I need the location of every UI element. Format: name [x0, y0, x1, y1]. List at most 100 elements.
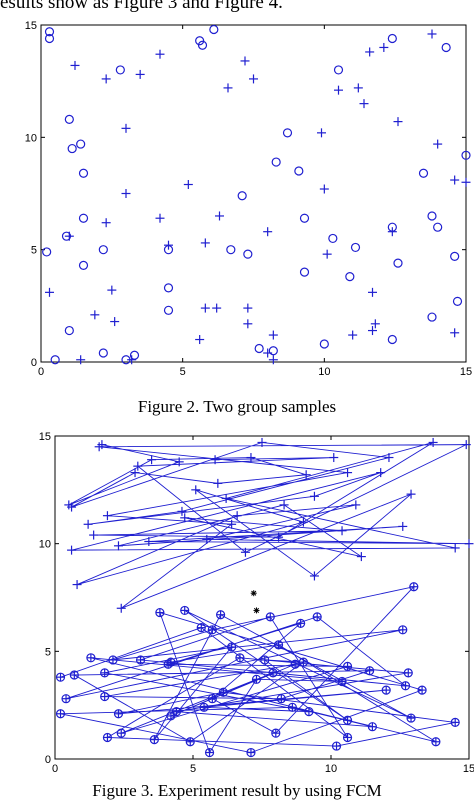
fig2-y-tick-label: 0 [31, 357, 37, 369]
fig2-circle-point [209, 24, 219, 35]
fig3-circle-plus-point [69, 670, 79, 680]
fig3-circle-plus-point [199, 702, 209, 712]
header-text-fragment: esults show as Figure 3 and Figure 4. [0, 0, 283, 13]
fig2-circle-point [115, 65, 125, 75]
fig2-plus-point [240, 56, 250, 66]
fig3-circle-plus-point [166, 711, 176, 721]
fig2-plus-point [135, 69, 145, 79]
fig2-circle-point [350, 242, 361, 253]
fig3-circle-plus-point [290, 659, 300, 669]
fig2-circle-point [328, 233, 338, 244]
fig2-circle-point [393, 258, 403, 268]
fig3-circle-plus-point [180, 605, 190, 616]
fig3-circle-plus-point [149, 735, 159, 745]
fig3-plus-point [309, 571, 319, 581]
fig3-plus-point [67, 502, 77, 512]
fig2-plus-point [101, 218, 111, 228]
fig2-plus-point [64, 231, 74, 241]
fig2-plot-frame [40, 24, 467, 363]
fig2-plus-point [263, 348, 273, 358]
fig2-circle-point [243, 249, 253, 259]
fig2-circle-point [163, 283, 174, 293]
fig2-circle-point [271, 157, 281, 167]
fig2-plus-point [348, 330, 358, 340]
fig2-circle-point [427, 211, 437, 221]
fig2-plus-point [334, 85, 343, 95]
fig3-circle-plus-point [417, 685, 427, 695]
fig3-plus-point [180, 513, 190, 523]
fig2-circle-point [254, 343, 264, 354]
fig3-plus-point [130, 468, 140, 478]
fig2-plus-point [155, 213, 165, 223]
fig3-circle-plus-point [403, 668, 413, 678]
fig3-circle-plus-point [450, 717, 460, 727]
fig3-circle-plus-point [265, 612, 275, 622]
fig2-plus-point [76, 355, 86, 365]
fig3-circle-plus-point [400, 681, 411, 691]
fig2-circle-point [294, 166, 304, 176]
fig3-plus-point [177, 506, 187, 516]
fig2-circle-point [78, 260, 89, 270]
fig2-circle-point [450, 251, 460, 262]
fig3-circle-plus-point [406, 713, 416, 723]
fig2-circle-point [333, 65, 344, 75]
fig3-circle-plus-point [342, 715, 353, 725]
fig2-y-tick-label: 15 [25, 20, 37, 32]
fig2-plus-point [212, 303, 222, 313]
fig3-cluster-center-marker [253, 607, 260, 614]
fig3-circle-plus-point [409, 582, 419, 592]
fig3-plus-point [257, 437, 267, 447]
fig3-circle-plus-point [337, 676, 347, 687]
fig2-plus-point [107, 285, 117, 295]
fig2-plus-point [45, 287, 54, 297]
fig2-plus-point [387, 227, 397, 237]
fig2-plus-point [379, 42, 389, 52]
fig2-circle-point [67, 143, 77, 154]
fig2-circle-point [78, 213, 89, 223]
fig3-plus-point [113, 541, 123, 551]
fig3-circle-plus-point [235, 653, 245, 663]
fig3-circle-plus-point [204, 747, 215, 758]
fig3-plus-point [274, 532, 284, 542]
fig2-plus-point [70, 60, 80, 70]
fig2-circle-point [197, 40, 208, 50]
fig3-circle-plus-point [113, 709, 124, 719]
fig3-circle-plus-point [331, 741, 342, 751]
fig2-plus-point [200, 303, 210, 313]
fig3-circle-plus-point [271, 728, 281, 738]
fig3-plus-point [67, 545, 77, 555]
fig2-circle-point [461, 150, 471, 160]
fig2-plus-point [368, 287, 377, 297]
fig3-circle-plus-point [116, 728, 126, 738]
fig3-circle-plus-point [296, 618, 306, 628]
fig3-circle-plus-point [431, 737, 441, 747]
fig2-plus-point [195, 335, 205, 345]
fig2-plus-point [121, 123, 131, 133]
fig3-circle-plus-point [367, 722, 377, 732]
fig3-cluster-center-marker [250, 590, 257, 597]
fig2-circle-point [50, 355, 60, 365]
fig3-x-tick-label: 5 [190, 763, 196, 775]
fig2-circle-point [98, 245, 108, 255]
fig3-plus-point [461, 440, 471, 450]
fig2-circle-point [98, 348, 108, 358]
fig3-circle-plus-point [207, 694, 217, 704]
fig3-circle-plus-point [166, 657, 176, 667]
fig3-circle-plus-point [260, 655, 270, 665]
fig3-plus-point [72, 580, 82, 590]
fig2-plus-point [243, 319, 253, 329]
fig2-plus-point [461, 177, 471, 187]
fig3-circle-plus-point [276, 694, 286, 704]
fig2-x-tick-label: 5 [180, 366, 186, 378]
fig2-circle-point [163, 305, 174, 315]
fig3-plus-point [221, 493, 231, 503]
fig2-plus-point [433, 139, 443, 149]
fig3-plus-point [279, 500, 289, 510]
fig2-circle-point [387, 33, 397, 44]
fig2-plus-point [322, 249, 332, 259]
fig3-y-tick-label: 0 [45, 754, 51, 766]
fig3-circle-plus-point [398, 625, 408, 635]
fig3-circle-plus-point [196, 623, 206, 633]
fig2-plus-point [121, 189, 131, 198]
fig2-plus-point [319, 184, 329, 194]
